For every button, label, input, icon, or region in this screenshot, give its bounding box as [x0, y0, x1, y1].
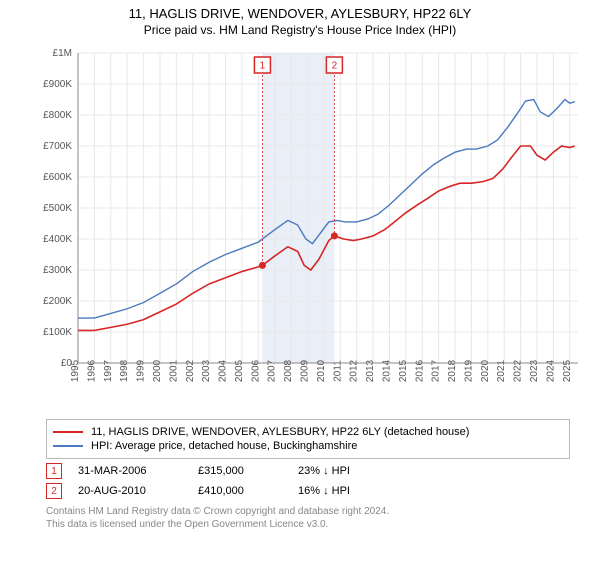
transaction-delta: 16% ↓ HPI — [298, 485, 398, 497]
transaction-price: £410,000 — [198, 485, 298, 497]
transaction-price: £315,000 — [198, 465, 298, 477]
svg-text:£1M: £1M — [53, 48, 72, 59]
svg-text:1: 1 — [260, 61, 266, 72]
legend-label: HPI: Average price, detached house, Buck… — [91, 440, 357, 452]
footer-line: This data is licensed under the Open Gov… — [46, 518, 570, 531]
legend-swatch — [53, 445, 83, 447]
chart-svg: £0£100K£200K£300K£400K£500K£600K£700K£80… — [30, 43, 590, 413]
svg-text:£200K: £200K — [43, 296, 72, 307]
footer-line: Contains HM Land Registry data © Crown c… — [46, 505, 570, 518]
transaction-row: 2 20-AUG-2010 £410,000 16% ↓ HPI — [46, 483, 600, 499]
svg-text:£900K: £900K — [43, 79, 72, 90]
transaction-marker-icon: 1 — [46, 463, 62, 479]
svg-text:2: 2 — [332, 61, 338, 72]
transaction-delta: 23% ↓ HPI — [298, 465, 398, 477]
transaction-date: 31-MAR-2006 — [78, 465, 198, 477]
svg-text:£800K: £800K — [43, 110, 72, 121]
svg-text:£500K: £500K — [43, 203, 72, 214]
footer: Contains HM Land Registry data © Crown c… — [46, 505, 570, 531]
svg-text:£600K: £600K — [43, 172, 72, 183]
transaction-marker-icon: 2 — [46, 483, 62, 499]
svg-text:£700K: £700K — [43, 141, 72, 152]
legend-label: 11, HAGLIS DRIVE, WENDOVER, AYLESBURY, H… — [91, 426, 469, 438]
legend: 11, HAGLIS DRIVE, WENDOVER, AYLESBURY, H… — [46, 419, 570, 459]
chart: £0£100K£200K£300K£400K£500K£600K£700K£80… — [30, 43, 590, 413]
page-subtitle: Price paid vs. HM Land Registry's House … — [0, 23, 600, 37]
svg-text:£100K: £100K — [43, 327, 72, 338]
legend-item: 11, HAGLIS DRIVE, WENDOVER, AYLESBURY, H… — [53, 426, 563, 438]
legend-item: HPI: Average price, detached house, Buck… — [53, 440, 563, 452]
svg-text:£400K: £400K — [43, 234, 72, 245]
page-title: 11, HAGLIS DRIVE, WENDOVER, AYLESBURY, H… — [0, 6, 600, 21]
legend-swatch — [53, 431, 83, 433]
transaction-row: 1 31-MAR-2006 £315,000 23% ↓ HPI — [46, 463, 600, 479]
svg-text:£300K: £300K — [43, 265, 72, 276]
transaction-date: 20-AUG-2010 — [78, 485, 198, 497]
